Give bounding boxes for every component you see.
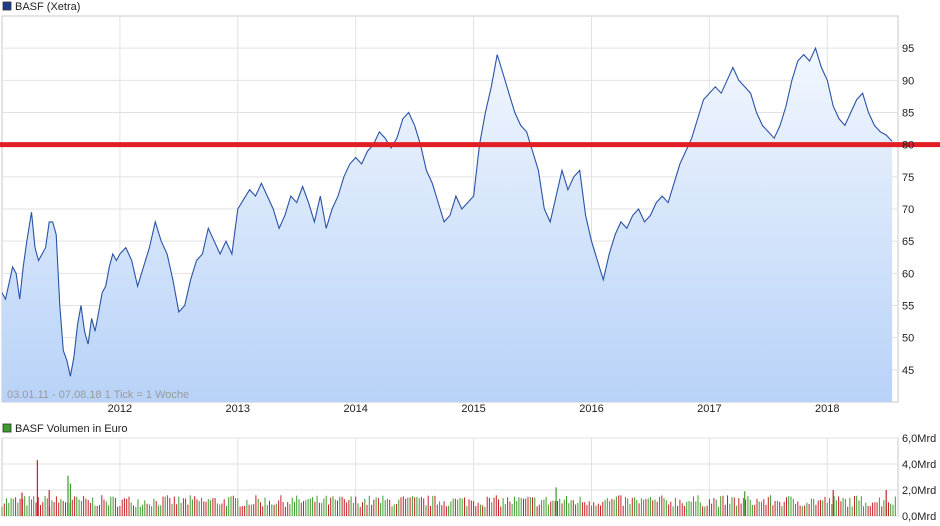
volume-grid	[2, 437, 898, 517]
price-chart-title: BASF (Xetra)	[15, 1, 80, 13]
volume-legend-marker	[2, 423, 12, 433]
volume-y-tick-label: 6,0Mrd	[902, 433, 936, 445]
volume-chart-title: BASF Volumen in Euro	[15, 423, 128, 435]
price-x-tick-label: 2018	[815, 403, 839, 415]
price-x-tick-label: 2014	[343, 403, 367, 415]
price-y-tick-label: 75	[902, 172, 914, 184]
volume-bars	[1, 460, 896, 516]
price-x-tick-label: 2012	[108, 403, 132, 415]
price-y-tick-label: 65	[902, 236, 914, 248]
price-y-tick-labels: 45 50 55 60 65 70 75 80 85 90 95	[902, 43, 914, 377]
price-y-tick-label: 70	[902, 204, 914, 216]
volume-plot-frame	[1, 437, 899, 517]
price-legend-marker	[2, 1, 12, 11]
volume-y-tick-label: 4,0Mrd	[902, 459, 936, 471]
price-series-line	[2, 46, 893, 377]
price-x-tick-labels: 2012 2013 2014 2015 2016 2017 2018	[108, 403, 840, 415]
volume-y-tick-label: 0,0Mrd	[902, 511, 936, 523]
price-y-tick-label: 60	[902, 268, 914, 280]
price-y-tick-label: 90	[902, 75, 914, 87]
price-y-tick-label: 95	[902, 43, 914, 55]
price-x-tick-label: 2016	[579, 403, 603, 415]
price-x-tick-label: 2017	[697, 403, 721, 415]
price-y-tick-label: 85	[902, 108, 914, 120]
volume-y-tick-label: 2,0Mrd	[902, 485, 936, 497]
price-y-tick-label: 80	[902, 140, 914, 152]
date-range-info: 03.01.11 - 07.08.18 1 Tick = 1 Woche	[7, 389, 189, 401]
price-y-tick-label: 55	[902, 301, 914, 313]
price-x-tick-label: 2015	[461, 403, 485, 415]
price-y-tick-label: 45	[902, 365, 914, 377]
price-x-tick-label: 2013	[226, 403, 250, 415]
price-area	[2, 48, 893, 402]
volume-y-tick-labels: 0,0Mrd 2,0Mrd 4,0Mrd 6,0Mrd	[902, 433, 936, 523]
price-y-tick-label: 50	[902, 333, 914, 345]
